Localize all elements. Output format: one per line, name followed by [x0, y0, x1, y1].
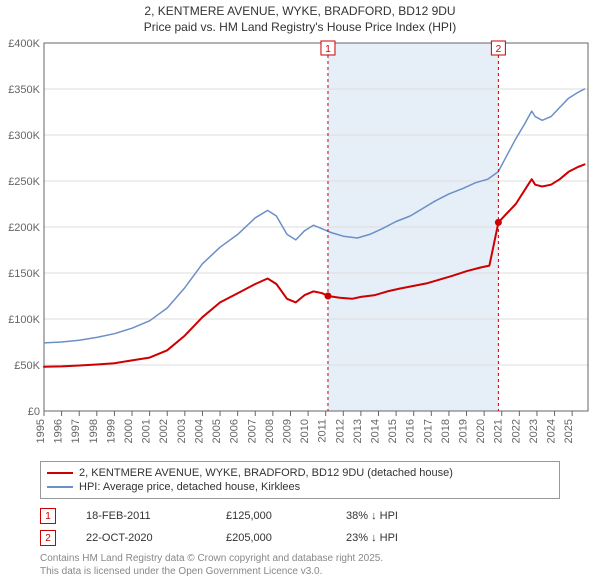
svg-text:2018: 2018: [440, 419, 452, 443]
svg-text:£250K: £250K: [8, 176, 40, 188]
svg-text:£100K: £100K: [8, 314, 40, 326]
svg-text:2014: 2014: [369, 419, 381, 443]
sale-date: 18-FEB-2011: [86, 510, 196, 522]
svg-text:2011: 2011: [317, 419, 329, 443]
sale-date: 22-OCT-2020: [86, 532, 196, 544]
sale-badge: 2: [40, 530, 56, 546]
svg-text:2020: 2020: [475, 419, 487, 443]
svg-text:2010: 2010: [299, 419, 311, 443]
sale-diff: 38% ↓ HPI: [346, 510, 398, 522]
attribution-line: This data is licensed under the Open Gov…: [40, 566, 560, 579]
legend-row: 2, KENTMERE AVENUE, WYKE, BRADFORD, BD12…: [47, 466, 553, 480]
svg-text:£300K: £300K: [8, 130, 40, 142]
chart-titles: 2, KENTMERE AVENUE, WYKE, BRADFORD, BD12…: [0, 0, 600, 37]
svg-text:2006: 2006: [229, 419, 241, 443]
svg-text:2002: 2002: [158, 419, 170, 443]
attribution: Contains HM Land Registry data © Crown c…: [40, 553, 560, 578]
legend-label: HPI: Average price, detached house, Kirk…: [79, 481, 300, 493]
svg-text:2000: 2000: [123, 419, 135, 443]
svg-text:2003: 2003: [176, 419, 188, 443]
svg-text:2001: 2001: [141, 419, 153, 443]
svg-text:2007: 2007: [246, 419, 258, 443]
svg-text:2: 2: [496, 44, 502, 55]
svg-text:2023: 2023: [528, 419, 540, 443]
chart-svg: £0 £50K £100K £150K £200K £250K £300K £350K £400…: [0, 37, 600, 457]
title-line-1: 2, KENTMERE AVENUE, WYKE, BRADFORD, BD12…: [0, 4, 600, 20]
svg-text:2005: 2005: [211, 419, 223, 443]
svg-text:£0: £0: [28, 406, 40, 418]
svg-text:2012: 2012: [334, 419, 346, 443]
svg-text:£200K: £200K: [8, 222, 40, 234]
title-line-2: Price paid vs. HM Land Registry's House …: [0, 20, 600, 36]
svg-text:2024: 2024: [546, 419, 558, 443]
sale-price: £125,000: [226, 510, 316, 522]
svg-text:2004: 2004: [193, 419, 205, 443]
sale-diff: 23% ↓ HPI: [346, 532, 398, 544]
sales-table: 1 18-FEB-2011 £125,000 38% ↓ HPI 2 22-OCT-202…: [40, 505, 560, 549]
legend-swatch: [47, 486, 73, 488]
sale-row: 1 18-FEB-2011 £125,000 38% ↓ HPI: [40, 505, 560, 527]
svg-text:1998: 1998: [88, 419, 100, 443]
svg-text:2016: 2016: [405, 419, 417, 443]
sale-price: £205,000: [226, 532, 316, 544]
chart-area: £0 £50K £100K £150K £200K £250K £300K £350K £400…: [0, 37, 600, 457]
sale-badge: 1: [40, 508, 56, 524]
legend-box: 2, KENTMERE AVENUE, WYKE, BRADFORD, BD12…: [40, 461, 560, 499]
svg-text:2009: 2009: [281, 419, 293, 443]
svg-text:2021: 2021: [493, 419, 505, 443]
attribution-line: Contains HM Land Registry data © Crown c…: [40, 553, 560, 566]
svg-text:1996: 1996: [53, 419, 65, 443]
legend-swatch: [47, 472, 73, 474]
svg-text:2025: 2025: [563, 419, 575, 443]
svg-text:2022: 2022: [510, 419, 522, 443]
legend-row: HPI: Average price, detached house, Kirk…: [47, 480, 553, 494]
svg-text:£150K: £150K: [8, 268, 40, 280]
svg-text:1997: 1997: [70, 419, 82, 443]
sale-row: 2 22-OCT-2020 £205,000 23% ↓ HPI: [40, 527, 560, 549]
svg-text:1999: 1999: [105, 419, 117, 443]
svg-text:2015: 2015: [387, 419, 399, 443]
svg-text:2008: 2008: [264, 419, 276, 443]
svg-text:2017: 2017: [422, 419, 434, 443]
legend-label: 2, KENTMERE AVENUE, WYKE, BRADFORD, BD12…: [79, 467, 453, 479]
svg-text:£50K: £50K: [14, 360, 40, 372]
svg-text:1995: 1995: [35, 419, 47, 443]
svg-text:£400K: £400K: [8, 38, 40, 50]
svg-text:2019: 2019: [458, 419, 470, 443]
svg-text:2013: 2013: [352, 419, 364, 443]
svg-text:1: 1: [325, 44, 331, 55]
svg-text:£350K: £350K: [8, 84, 40, 96]
